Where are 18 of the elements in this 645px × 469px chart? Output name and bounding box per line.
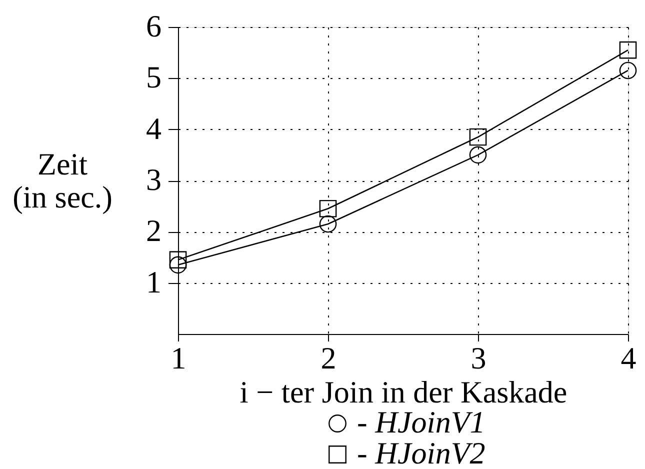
point bbox=[319, 200, 337, 218]
point bbox=[469, 128, 487, 146]
point bbox=[469, 146, 487, 164]
x-tick-label: 4 bbox=[620, 340, 637, 376]
y-tick-label: 3 bbox=[146, 162, 162, 197]
point bbox=[619, 41, 637, 59]
x-tick-label: 2 bbox=[320, 340, 336, 376]
point bbox=[169, 251, 187, 268]
y-tick-label: 5 bbox=[146, 60, 162, 95]
y-tick-label: 2 bbox=[146, 213, 162, 248]
point bbox=[619, 62, 637, 80]
y-tick-label: 6 bbox=[146, 8, 162, 44]
x-tick-label: 3 bbox=[470, 340, 486, 376]
y-tick-label: 4 bbox=[146, 110, 162, 146]
y-tick-label: 1 bbox=[146, 264, 162, 300]
y-axis-title: Zeit (in sec.) bbox=[12, 146, 112, 214]
point bbox=[319, 215, 337, 233]
x-tick-label: 1 bbox=[170, 340, 186, 376]
